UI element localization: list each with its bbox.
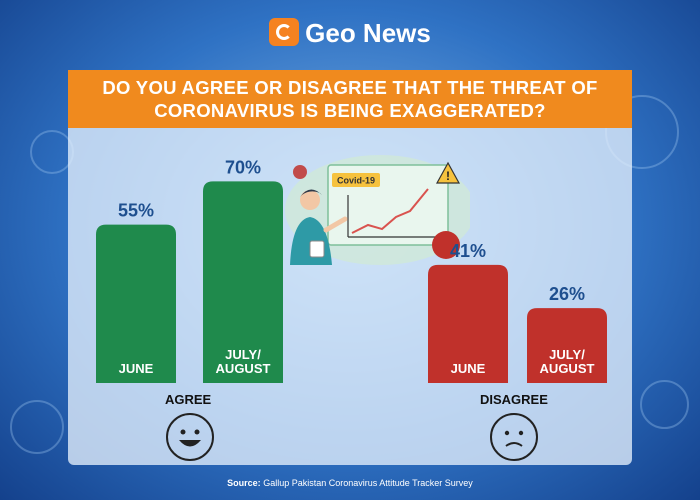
svg-text:!: ! [446,169,450,183]
smile-face-icon [166,413,214,461]
category-label: JUNE [451,361,486,376]
source-label: Source: [227,478,261,488]
value-label: 41% [450,241,486,261]
virus-decoration [640,380,689,429]
sad-face-icon [490,413,538,461]
bar-agree-july-august [203,181,283,383]
geo-logo-icon [269,18,300,46]
question-banner: DO YOU AGREE OR DISAGREE THAT THE THREAT… [68,70,632,128]
bar-disagree-june [428,264,508,383]
disagree-group-label: DISAGREE [480,392,548,407]
value-label: 70% [225,157,261,177]
category-label: AUGUST [216,361,271,376]
category-label: JULY/ [225,347,261,362]
brand-name: Geo News [305,18,431,48]
value-label: 26% [549,284,585,304]
category-label: JUNE [119,361,154,376]
brand-header: Geo News [0,18,700,49]
bar-agree-june [96,224,176,383]
category-label: AUGUST [540,361,595,376]
warning-icon [435,161,461,184]
covid-presenter-illustration: Covid-19 ! [285,155,470,265]
source-text: Gallup Pakistan Coronavirus Attitude Tra… [263,478,473,488]
category-label: JULY/ [549,347,585,362]
bar-disagree-july-august [527,308,607,383]
virus-decoration [10,400,64,454]
source-note: Source: Gallup Pakistan Coronavirus Atti… [0,478,700,488]
virus-icon [293,165,307,179]
covid-board-label: Covid-19 [337,176,375,186]
virus-icon [432,231,460,259]
value-label: 55% [118,201,154,221]
agree-group-label: AGREE [165,392,212,407]
